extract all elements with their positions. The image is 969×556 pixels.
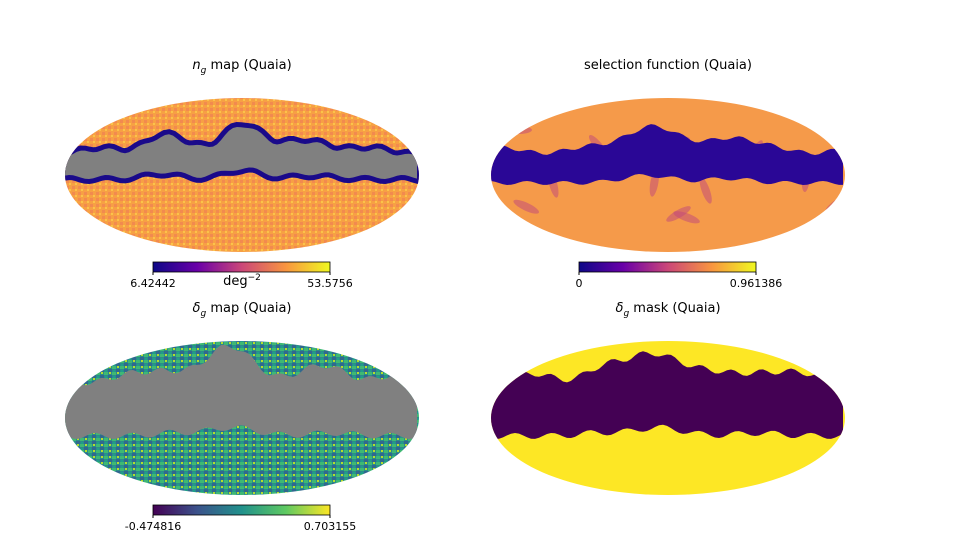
structure [504,126,532,134]
colorbar [152,261,331,273]
colorbar [152,504,331,516]
sky-map [65,341,419,495]
title-symbol: δ [615,301,623,316]
unit: deg [223,274,248,289]
colorbar-min-label: 6.42442 [130,277,176,290]
title-text: mask (Quaia) [629,301,720,316]
title-subscript: g [201,66,207,76]
colorbar-max-label: 0.961386 [730,277,783,290]
structure [699,177,712,204]
title-symbol: δ [193,301,201,316]
sky-map [65,98,419,252]
colorbar [578,261,757,273]
galactic-band [491,124,843,185]
panel-title: ng map (Quaia) [192,58,291,76]
sky-map [491,98,845,252]
colorbar-min-label: 0 [576,277,583,290]
colorbar-max-label: 53.5756 [307,277,353,290]
panel-title: δg map (Quaia) [193,301,292,319]
title-symbol: n [192,58,200,73]
panel-title: δg mask (Quaia) [615,301,720,319]
galactic-band [491,351,843,439]
structure [673,211,700,224]
panel: selection function (Quaia) 0 0.961386 [491,58,845,290]
colorbar-unit: deg−2 [223,273,261,289]
galactic-band [65,127,417,179]
panel: δg mask (Quaia) [491,301,845,495]
panel: δg map (Quaia) -0.474816 0.703155 [65,301,419,533]
structure [513,199,540,214]
galactic-band [65,344,417,439]
title-subscript: g [623,309,629,319]
panel-title: selection function (Quaia) [584,58,752,73]
title-text: map (Quaia) [206,301,291,316]
sky-map [491,341,845,495]
panel: ng map (Quaia) 6.42442 53.5756 deg−2 [65,58,419,290]
colorbar-max-label: 0.703155 [304,520,357,533]
unit-exponent: −2 [248,273,261,283]
title-text: map (Quaia) [206,58,291,73]
title-text: selection function (Quaia) [584,58,752,73]
colorbar-min-label: -0.474816 [125,520,181,533]
title-subscript: g [200,309,206,319]
